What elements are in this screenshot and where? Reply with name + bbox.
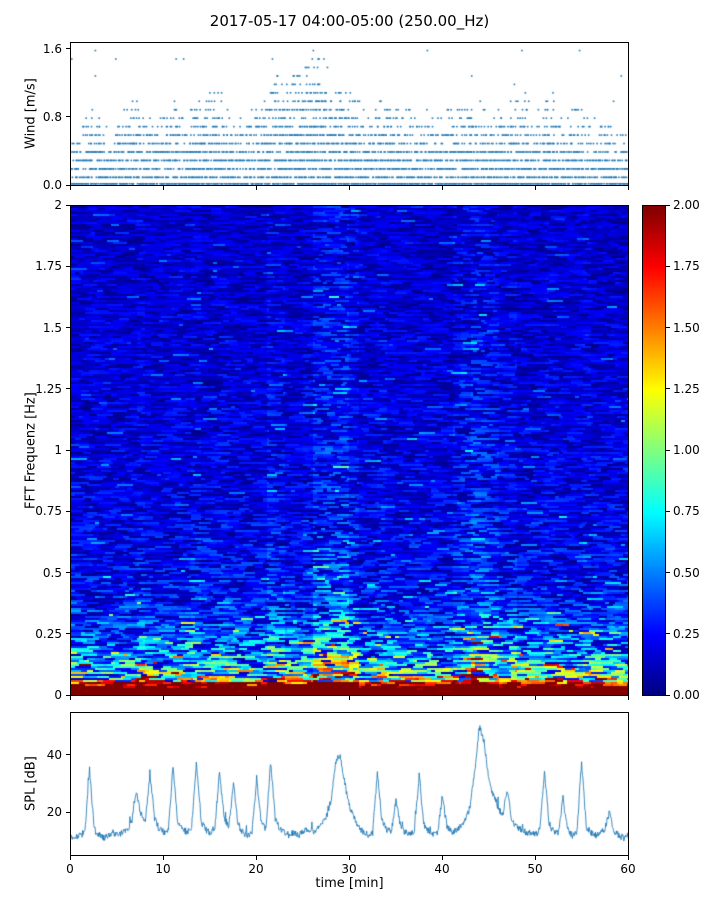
colorbar-tick-mark <box>666 633 670 635</box>
x-tick-mark <box>255 856 257 860</box>
x-tick-label: 20 <box>248 862 264 876</box>
spl-ylabel: SPL [dB] <box>23 756 39 812</box>
x-tick-mark <box>348 696 350 700</box>
y-tick-label: 0.8 <box>42 109 62 124</box>
x-tick-mark <box>627 186 629 190</box>
x-tick-mark <box>69 856 71 860</box>
colorbar-tick-mark <box>666 572 670 573</box>
colorbar-tick-label: 0.25 <box>673 626 700 641</box>
y-tick-mark <box>66 388 70 390</box>
y-tick-label: 1.75 <box>35 259 62 274</box>
x-tick-mark <box>162 856 164 860</box>
colorbar-tick-label: 1.25 <box>673 381 700 396</box>
figure-title: 2017-05-17 04:00-05:00 (250.00_Hz) <box>209 12 490 30</box>
x-tick-mark <box>441 696 443 700</box>
x-tick-mark <box>69 186 71 190</box>
colorbar-tick-mark <box>666 449 670 451</box>
spectrogram-panel <box>70 205 629 696</box>
x-tick-mark <box>162 186 164 190</box>
y-tick-mark <box>66 184 70 186</box>
wind-scatter-canvas <box>71 43 628 185</box>
y-tick-label: 40 <box>46 747 62 762</box>
colorbar-canvas <box>643 206 665 695</box>
spl-line-canvas <box>71 713 628 855</box>
x-tick-mark <box>348 856 350 860</box>
x-tick-mark <box>534 696 536 700</box>
y-tick-mark <box>66 811 70 813</box>
x-tick-label: 10 <box>155 862 171 876</box>
colorbar-tick-mark <box>666 510 670 512</box>
y-tick-label: 1.6 <box>42 41 62 56</box>
x-tick-label: 0 <box>66 862 74 876</box>
colorbar-tick-mark <box>666 265 670 267</box>
x-tick-mark <box>534 856 536 860</box>
colorbar-tick-mark <box>666 388 670 390</box>
y-tick-mark <box>66 327 70 328</box>
y-tick-mark <box>66 265 70 267</box>
y-tick-label: 0.0 <box>42 178 62 192</box>
x-tick-label: 40 <box>434 862 450 876</box>
x-tick-mark <box>441 186 443 190</box>
colorbar-tick-label: 0.50 <box>673 565 700 580</box>
y-tick-mark <box>66 633 70 635</box>
y-tick-mark <box>66 572 70 573</box>
spl-panel <box>70 712 629 856</box>
colorbar <box>642 205 666 696</box>
x-tick-mark <box>441 856 443 860</box>
colorbar-tick-label: 0.75 <box>673 504 700 519</box>
y-tick-mark <box>66 754 70 756</box>
x-tick-mark <box>162 696 164 700</box>
colorbar-tick-mark <box>666 204 670 206</box>
x-tick-label: 50 <box>527 862 543 876</box>
x-tick-mark <box>255 696 257 700</box>
x-tick-mark <box>69 696 71 700</box>
y-tick-label: 1.5 <box>42 320 62 335</box>
colorbar-tick-mark <box>666 327 670 328</box>
y-tick-mark <box>66 510 70 512</box>
y-tick-label: 20 <box>46 805 62 820</box>
y-tick-label: 0.5 <box>42 565 62 580</box>
colorbar-tick-label: 0.00 <box>673 688 700 702</box>
x-tick-mark <box>627 856 629 860</box>
x-tick-mark <box>255 186 257 190</box>
x-tick-mark <box>348 186 350 190</box>
y-tick-label: 0 <box>54 688 62 702</box>
colorbar-tick-label: 1.50 <box>673 320 700 335</box>
x-tick-label: 30 <box>341 862 357 876</box>
y-tick-mark <box>66 694 70 696</box>
colorbar-tick-label: 1.75 <box>673 259 700 274</box>
colorbar-tick-label: 1.00 <box>673 443 700 457</box>
y-tick-label: 1 <box>54 443 62 457</box>
y-tick-mark <box>66 48 70 50</box>
x-axis-label: time [min] <box>315 876 384 891</box>
y-tick-label: 0.75 <box>35 504 62 519</box>
colorbar-tick-label: 2.00 <box>673 198 700 212</box>
y-tick-mark <box>66 116 70 118</box>
y-tick-mark <box>66 449 70 451</box>
y-tick-label: 0.25 <box>35 626 62 641</box>
x-tick-mark <box>627 696 629 700</box>
colorbar-tick-mark <box>666 694 670 696</box>
y-tick-mark <box>66 204 70 206</box>
y-tick-label: 2 <box>54 198 62 212</box>
spectrogram-canvas <box>71 206 628 695</box>
y-tick-label: 1.25 <box>35 381 62 396</box>
x-tick-label: 60 <box>620 862 636 876</box>
x-tick-mark <box>534 186 536 190</box>
wind-panel <box>70 42 629 186</box>
